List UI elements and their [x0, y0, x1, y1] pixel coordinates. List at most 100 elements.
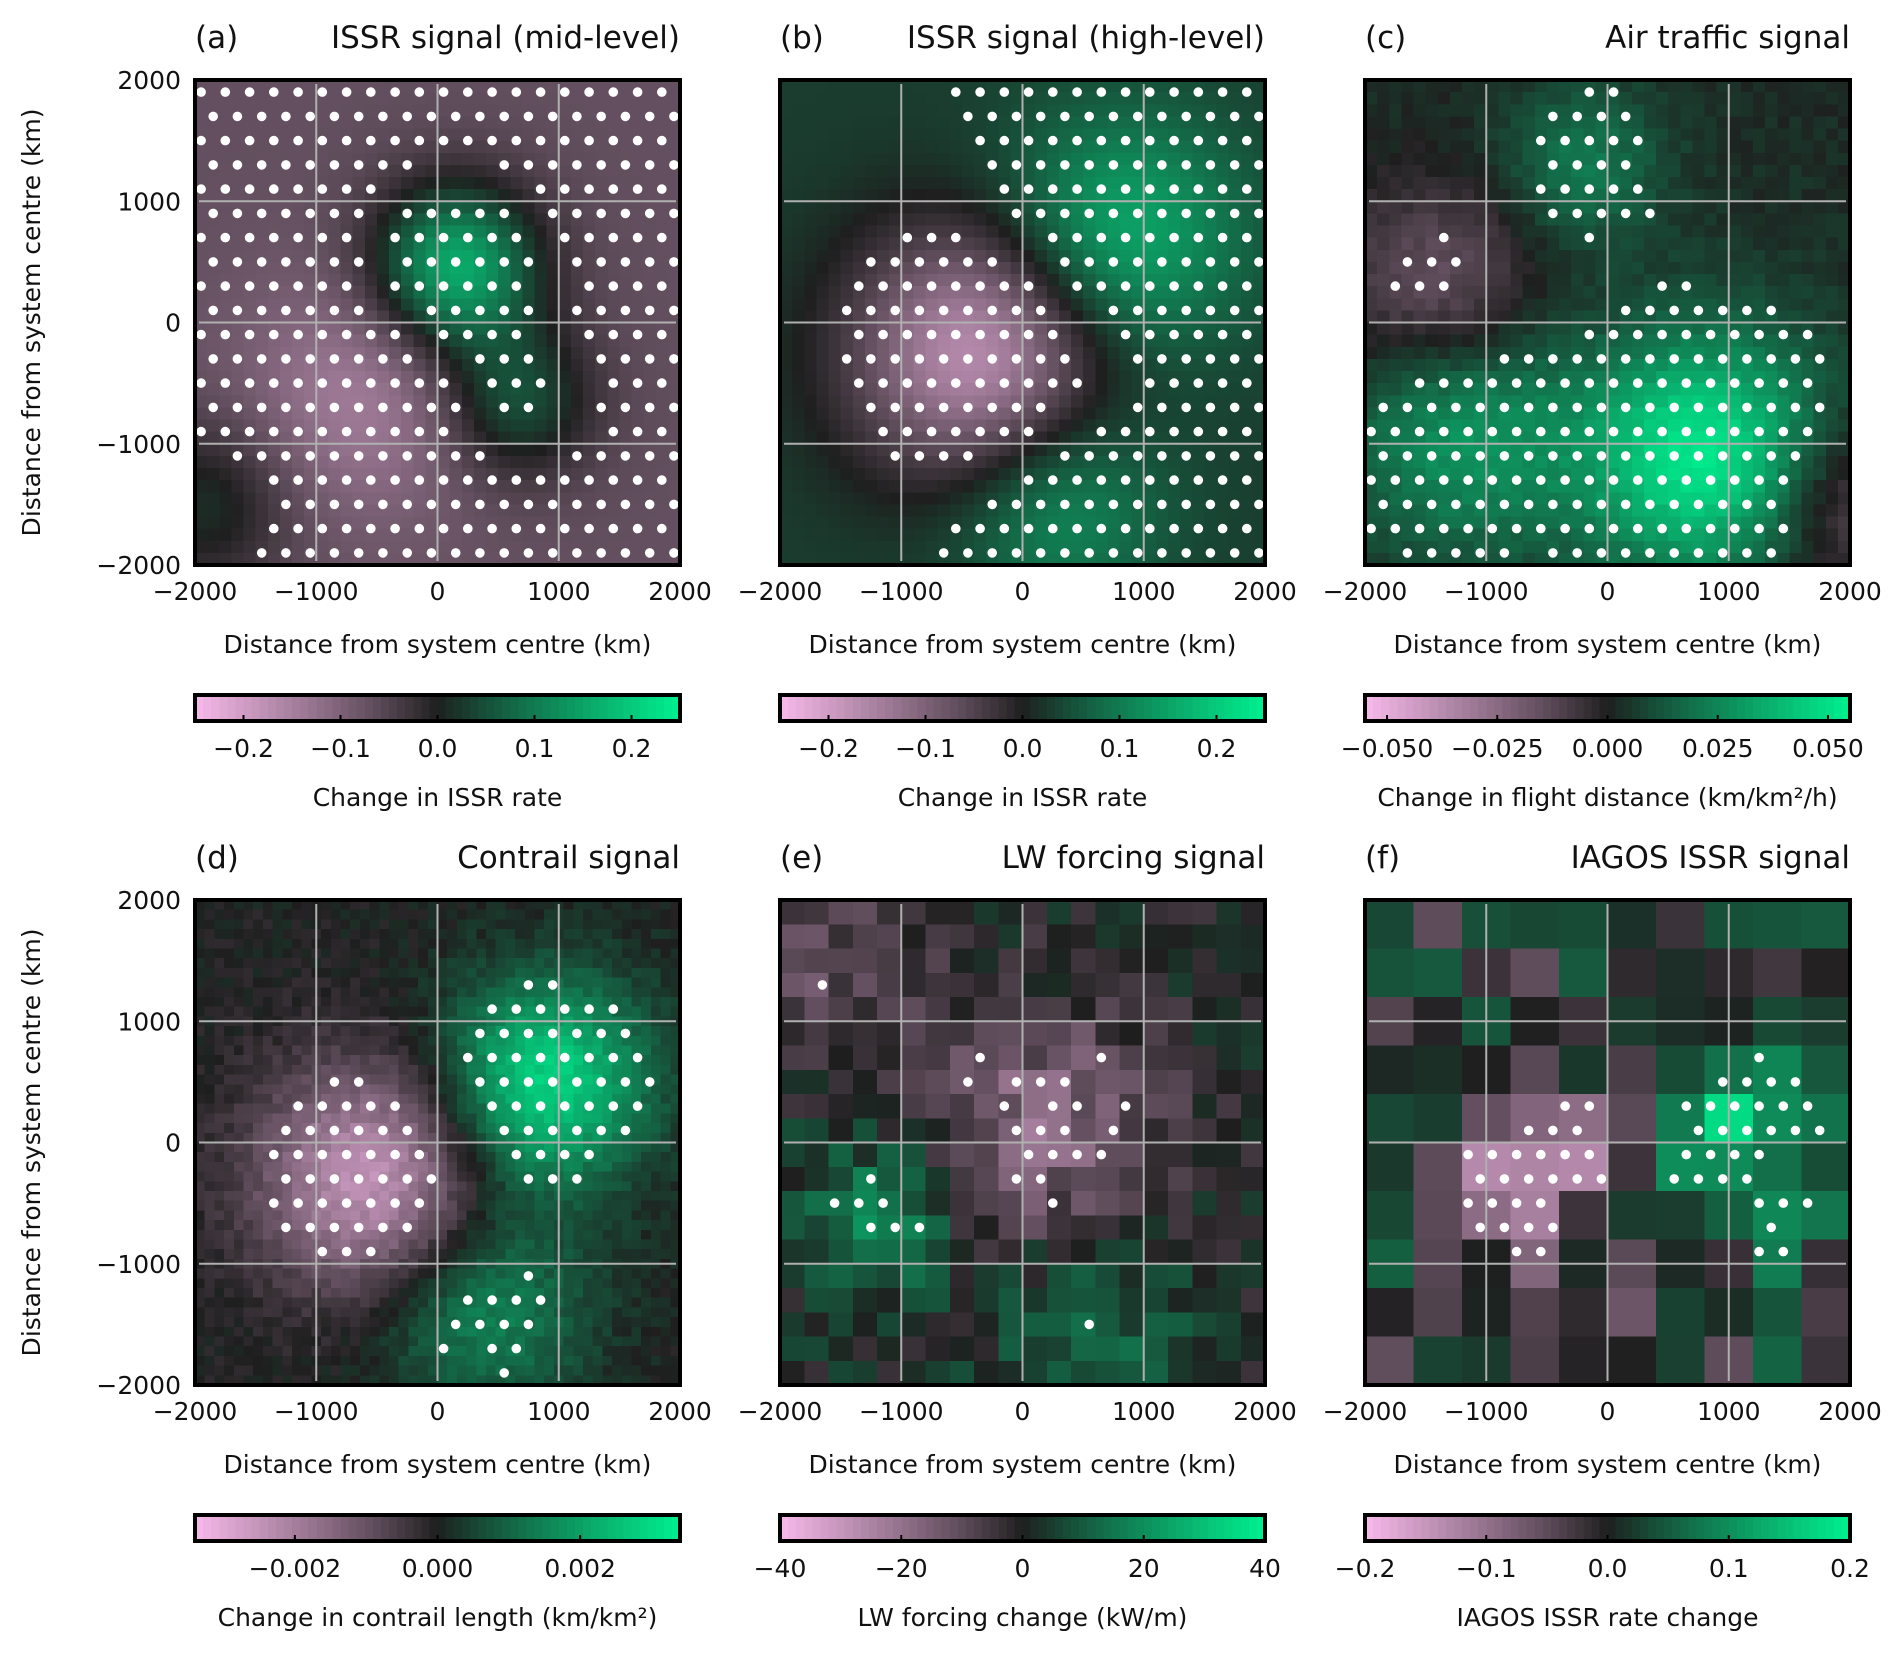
heatmap-cell [1425, 104, 1439, 117]
heatmap-cell [1559, 116, 1572, 130]
heatmap-cell [292, 504, 305, 518]
heatmap-cell [925, 528, 939, 542]
heatmap-cell [316, 298, 329, 311]
heatmap-cell [961, 213, 975, 227]
heatmap-cell [1534, 286, 1548, 299]
heatmap-cell [1425, 334, 1439, 348]
heatmap-cell [1377, 274, 1390, 287]
heatmap-cell [1216, 552, 1230, 566]
heatmap-cell [425, 528, 439, 542]
heatmap-cell [534, 310, 548, 324]
heatmap-cell [570, 177, 584, 190]
heatmap-cell [1180, 80, 1193, 93]
heatmap-cell [864, 225, 878, 239]
heatmap-cell [1559, 237, 1572, 251]
heatmap-cell [583, 455, 596, 469]
heatmap-cell [401, 371, 414, 384]
heatmap-cell [949, 504, 963, 518]
heatmap-cell [231, 237, 245, 251]
heatmap-cell [473, 225, 487, 239]
heatmap-cell [328, 516, 342, 530]
heatmap-cell [925, 504, 939, 518]
heatmap-cell [607, 261, 620, 275]
stipple-dot [499, 548, 510, 558]
heatmap-cell [1595, 189, 1609, 202]
heatmap-cell [498, 371, 511, 384]
heatmap-cell [1192, 540, 1205, 554]
heatmap-cell [1010, 237, 1024, 251]
heatmap-cell [558, 164, 572, 178]
heatmap-cell [792, 346, 805, 360]
heatmap-cell [1107, 92, 1121, 105]
heatmap-cell [425, 225, 439, 239]
heatmap-cell [804, 298, 817, 311]
heatmap-cell [255, 492, 269, 505]
heatmap-cell [1389, 310, 1402, 324]
heatmap-cell [376, 468, 390, 481]
heatmap-cell [1058, 128, 1072, 142]
heatmap-cell [1377, 419, 1390, 433]
heatmap-cell [1595, 298, 1609, 311]
stipple-dot [999, 329, 1010, 340]
heatmap-cell [595, 528, 608, 542]
heatmap-cell [1252, 371, 1266, 384]
stipple-dot [999, 281, 1010, 291]
heatmap-cell [816, 407, 830, 421]
heatmap-cell [328, 334, 342, 348]
heatmap-cell [901, 201, 914, 214]
heatmap-cell [816, 322, 830, 336]
heatmap-cell [925, 201, 939, 214]
heatmap-cell [413, 552, 426, 566]
stipple-dot [1229, 451, 1240, 461]
stipple-dot [1217, 475, 1228, 485]
heatmap-cell [1180, 237, 1193, 251]
stipple-dot [669, 451, 679, 461]
heatmap-cell [1155, 80, 1169, 93]
heatmap-cell [816, 334, 830, 348]
heatmap-cell [243, 540, 257, 554]
stipple-dot [475, 499, 485, 510]
heatmap-cell [852, 455, 866, 469]
heatmap-cell [1155, 480, 1169, 493]
heatmap-cell [570, 274, 584, 287]
stipple-dot [854, 329, 864, 340]
heatmap-cell [1168, 443, 1181, 457]
heatmap-cell [292, 213, 305, 227]
heatmap-cell [558, 540, 572, 554]
heatmap-cell [1413, 177, 1427, 190]
colorbar-segment [1095, 695, 1104, 721]
heatmap-cell [486, 443, 499, 457]
heatmap-cell [1449, 298, 1463, 311]
heatmap-cell [1365, 201, 1378, 214]
stipple-dot [426, 305, 437, 316]
heatmap-cell [243, 346, 257, 360]
heatmap-cell [1631, 213, 1645, 227]
heatmap-cell [840, 80, 854, 93]
heatmap-cell [583, 419, 596, 433]
heatmap-cell [877, 504, 890, 518]
stipple-dot [511, 232, 522, 243]
heatmap-cell [961, 371, 975, 384]
heatmap-cell [1559, 213, 1572, 227]
heatmap-cell [522, 419, 536, 433]
heatmap-cell [889, 322, 902, 336]
heatmap-cell [1571, 177, 1584, 190]
heatmap-cell [461, 371, 475, 384]
colorbar-segment [534, 695, 544, 721]
heatmap-cell [780, 346, 793, 360]
heatmap-cell [1389, 334, 1402, 348]
heatmap-cell [1498, 201, 1512, 214]
heatmap-cell [1046, 213, 1060, 227]
heatmap-cell [877, 104, 890, 117]
heatmap-cell [231, 383, 245, 396]
heatmap-cell [1389, 116, 1402, 130]
heatmap-cell [619, 286, 633, 299]
heatmap-cell [1619, 468, 1633, 481]
heatmap-cell [195, 152, 208, 166]
heatmap-cell [1571, 298, 1584, 311]
heatmap-cell [231, 128, 245, 142]
heatmap-cell [255, 128, 269, 142]
heatmap-cell [1462, 237, 1475, 251]
stipple-dot [1169, 523, 1179, 534]
heatmap-cell [1437, 395, 1451, 408]
